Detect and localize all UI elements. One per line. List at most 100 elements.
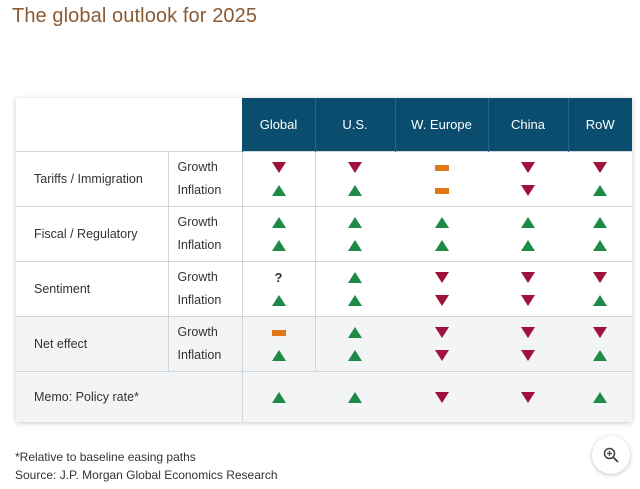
down-triangle-icon [271,162,286,173]
column-header-row: RoW [567,98,632,152]
header-blank [16,98,168,152]
down-triangle-icon [521,272,535,283]
column-header-global: Global [241,98,315,152]
up-triangle-icon [271,240,286,251]
row-label: Net effect [16,316,168,372]
down-triangle-icon [593,162,607,173]
memo-row: Memo: Policy rate* [16,371,632,422]
zoom-button[interactable] [592,436,630,474]
sub-labels: Growth Inflation [167,206,242,262]
sub-label: Inflation [177,183,222,197]
column-header-w-europe: W. Europe [394,98,488,152]
column-header-us: U.S. [314,98,395,152]
up-triangle-icon [271,185,286,196]
up-triangle-icon [593,240,607,251]
up-triangle-icon [593,185,607,196]
flat-dash-icon [434,164,449,171]
indicator-us [316,321,396,344]
indicator-us [316,179,396,202]
indicator-us [316,211,396,234]
cell-global: ? [241,261,315,317]
page-title: The global outlook for 2025 [12,5,258,27]
up-triangle-icon [271,350,286,361]
indicator-global [243,234,315,257]
row-label: Tariffs / Immigration [16,151,168,207]
indicator-w-europe [395,289,488,312]
indicator-global [243,156,315,179]
indicator-row [568,179,632,202]
up-triangle-icon [521,240,535,251]
up-triangle-icon [593,350,607,361]
memo-cell-china [488,371,568,422]
indicator-w-europe [395,344,488,367]
indicator-us [316,234,396,257]
down-triangle-icon [593,327,607,338]
indicator-row [568,386,632,409]
indicator-row [568,344,632,367]
indicator-china [488,211,568,234]
row-label: Sentiment [16,261,168,317]
cell-row [568,206,632,262]
up-triangle-icon [593,295,607,306]
cell-china [488,206,568,262]
indicator-w-europe [395,386,488,409]
footnotes: *Relative to baseline easing paths Sourc… [15,448,278,484]
cell-global [241,206,315,262]
memo-label: Memo: Policy rate* [16,371,242,422]
indicator-global [243,344,315,367]
cell-us [314,206,396,262]
sub-label: Growth [177,270,218,284]
down-triangle-icon [521,327,535,338]
indicator-row [568,211,632,234]
cell-china [488,151,568,207]
sub-label: Inflation [177,238,222,252]
up-triangle-icon [348,295,363,306]
indicator-w-europe [395,156,488,179]
up-triangle-icon [348,391,362,403]
up-triangle-icon [593,391,607,403]
indicator-row [568,234,632,257]
footnote-note: *Relative to baseline easing paths [15,450,196,464]
cell-w-europe [395,261,488,317]
down-triangle-icon [521,185,535,196]
cell-row [568,261,632,317]
indicator-global [243,179,315,202]
indicator-china [488,179,568,202]
outlook-table: Global U.S. W. Europe China RoW Tariffs … [16,98,632,422]
row-label: Fiscal / Regulatory [16,206,168,262]
down-triangle-icon [434,350,449,361]
down-triangle-icon [521,162,535,173]
indicator-us [316,266,396,289]
up-triangle-icon [348,185,363,196]
header-row: Global U.S. W. Europe China RoW [16,98,632,152]
up-triangle-icon [521,217,535,228]
cell-us [314,261,396,317]
up-triangle-icon [348,350,363,361]
up-triangle-icon [348,272,363,283]
sub-label: Inflation [177,293,222,307]
memo-cell-global [241,371,315,422]
cell-china [488,261,568,317]
indicator-china [488,386,568,409]
indicator-global [243,289,315,312]
cell-w-europe [395,151,488,207]
table-row: Fiscal / Regulatory Growth Inflation [16,206,632,262]
indicator-w-europe [395,321,488,344]
sub-labels: Growth Inflation [167,261,242,317]
indicator-global: ? [243,266,315,289]
up-triangle-icon [434,217,449,228]
indicator-w-europe [395,211,488,234]
indicator-global [243,321,315,344]
up-triangle-icon [593,217,607,228]
indicator-global [243,211,315,234]
memo-cell-row [568,371,632,422]
flat-dash-icon [434,187,449,194]
table-row: Net effect Growth Inflation [16,316,632,372]
outlook-table-card: Global U.S. W. Europe China RoW Tariffs … [16,98,632,422]
cell-china [488,316,568,372]
indicator-w-europe [395,234,488,257]
down-triangle-icon [521,295,535,306]
indicator-w-europe [395,266,488,289]
cell-row [568,151,632,207]
indicator-w-europe [395,179,488,202]
